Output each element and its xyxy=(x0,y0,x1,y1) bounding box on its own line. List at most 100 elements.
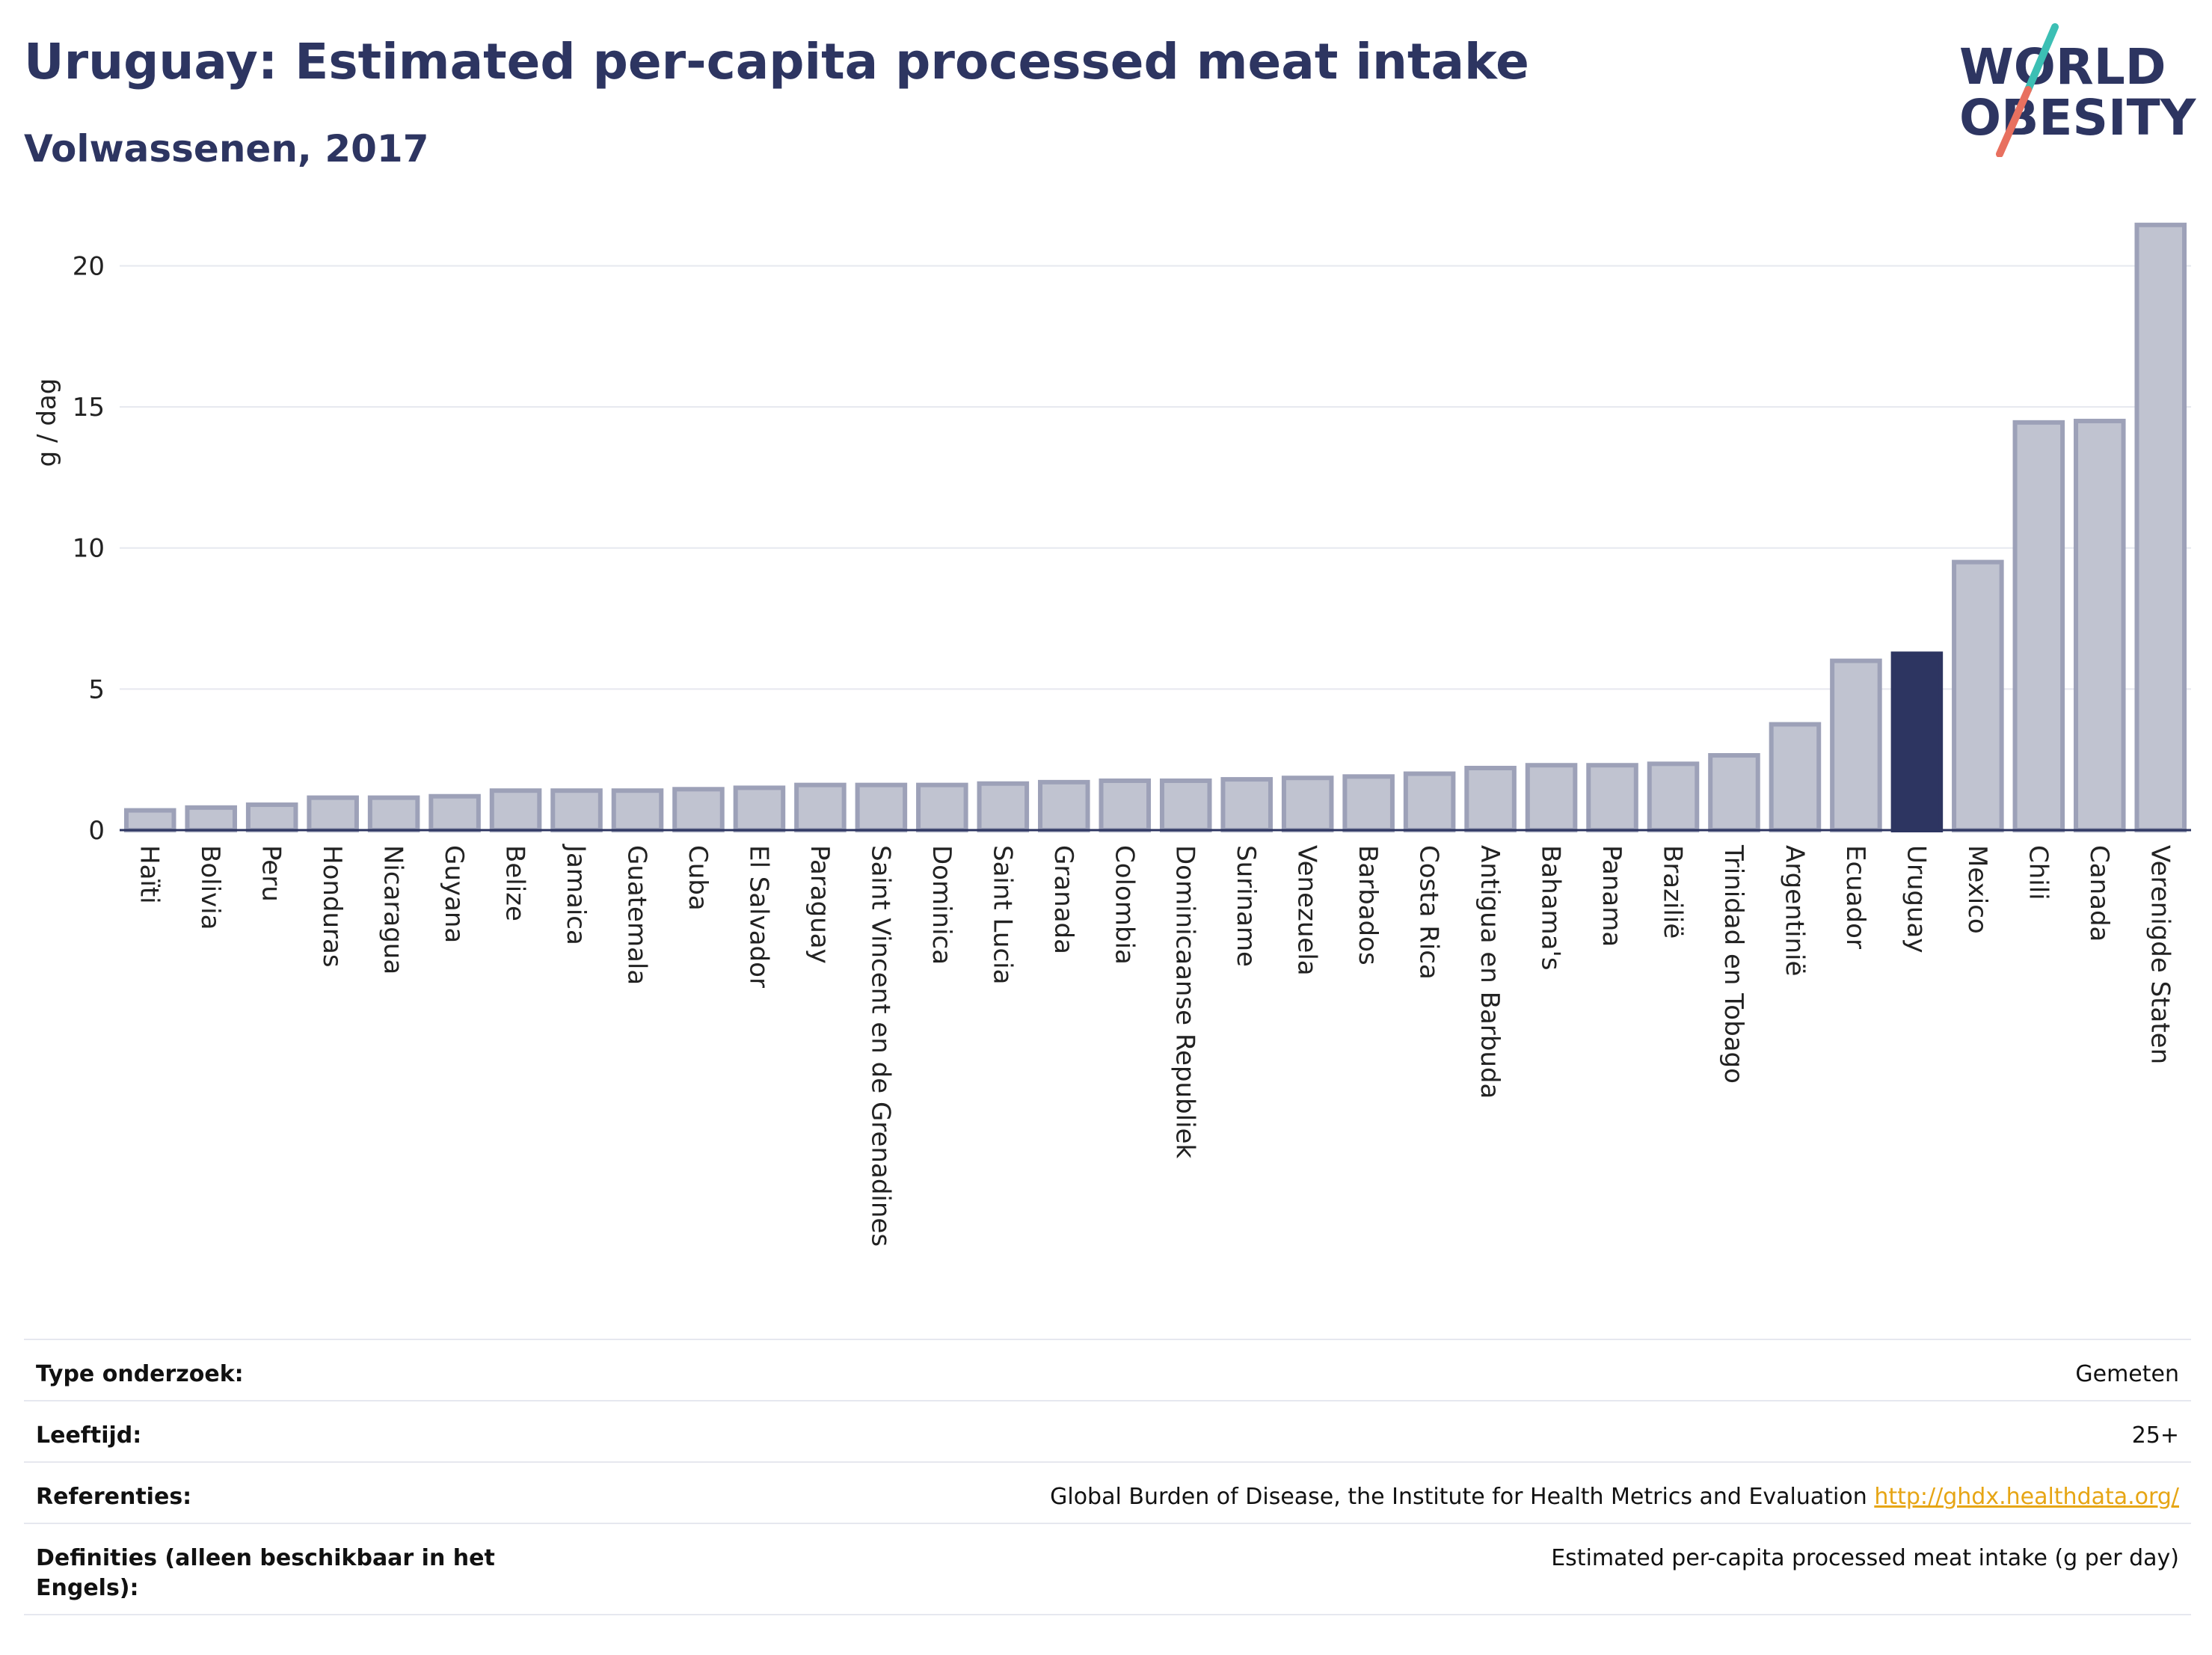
x-tick-label: Barbados xyxy=(1353,845,1383,965)
bar-argentini-[interactable] xyxy=(1769,722,1822,832)
y-tick-label: 15 xyxy=(73,393,105,423)
bar-cuba[interactable] xyxy=(672,787,725,833)
meta-label: Leeftijd: xyxy=(36,1422,142,1449)
meta-row-survey-type: Type onderzoek: Gemeten xyxy=(24,1339,2191,1400)
bar-chili[interactable] xyxy=(2012,420,2065,833)
y-tick-label: 20 xyxy=(73,251,105,281)
bar-uruguay[interactable] xyxy=(1890,651,1944,832)
x-tick-label: Granada xyxy=(1048,845,1078,954)
x-tick-label: Peru xyxy=(256,845,286,902)
bar-guatemala[interactable] xyxy=(611,788,664,833)
x-tick-label: Saint Lucia xyxy=(987,845,1017,984)
bar-costa-rica[interactable] xyxy=(1403,771,1456,833)
bar-ecuador[interactable] xyxy=(1830,658,1882,832)
x-tick-label: Jamaica xyxy=(561,844,591,945)
bar-venezuela[interactable] xyxy=(1281,776,1334,832)
x-tick-label: Honduras xyxy=(317,845,347,968)
y-axis-ticks: 0 5 10 15 20 xyxy=(73,251,105,846)
x-tick-label: Guatemala xyxy=(622,845,652,985)
x-tick-label: Belize xyxy=(500,845,530,921)
bar-ha-ti[interactable] xyxy=(123,808,176,832)
bar-brazili-[interactable] xyxy=(1647,761,1700,832)
y-axis-title: g / dag xyxy=(32,378,62,467)
meta-row-references: Referenties: Global Burden of Disease, t… xyxy=(24,1461,2191,1523)
logo-line-2: OBESITY xyxy=(1959,89,2197,147)
bar-dominicaanse-republiek[interactable] xyxy=(1159,778,1212,833)
x-tick-label: El Salvador xyxy=(743,845,773,988)
meta-value: Estimated per-capita processed meat inta… xyxy=(1551,1545,2179,1571)
x-tick-label: Trinidad en Tobago xyxy=(1718,844,1748,1084)
page-subtitle: Volwassenen, 2017 xyxy=(24,127,429,171)
bar-panama[interactable] xyxy=(1586,763,1638,833)
x-tick-label: Brazilië xyxy=(1658,845,1688,939)
page-title: Uruguay: Estimated per-capita processed … xyxy=(24,33,1529,90)
x-tick-label: Argentinië xyxy=(1779,845,1809,976)
bar-colombia[interactable] xyxy=(1099,778,1152,833)
grid-lines xyxy=(120,265,2191,690)
meta-label: Type onderzoek: xyxy=(36,1361,244,1387)
bar-peru[interactable] xyxy=(245,802,298,833)
bar-nicaragua[interactable] xyxy=(367,795,420,833)
bar-saint-vincent-en-de-grenadines[interactable] xyxy=(855,782,908,832)
x-tick-label: Cuba xyxy=(683,845,713,911)
x-tick-label: Suriname xyxy=(1231,845,1261,967)
meta-label: Definities (alleen beschikbaar in het En… xyxy=(36,1545,495,1601)
x-tick-label: Antigua en Barbuda xyxy=(1475,845,1505,1099)
meta-label: Referenties: xyxy=(36,1484,192,1510)
x-tick-label: Venezuela xyxy=(1292,845,1322,976)
x-tick-label: Bahama's xyxy=(1536,845,1566,971)
bar-trinidad-en-tobago[interactable] xyxy=(1708,753,1760,832)
x-tick-label: Mexico xyxy=(1962,845,1992,934)
x-tick-label: Canada xyxy=(2084,845,2114,942)
bar-guyana[interactable] xyxy=(428,793,481,833)
y-tick-label: 10 xyxy=(73,534,105,564)
bar-paraguay[interactable] xyxy=(794,782,847,832)
logo-slash-teal xyxy=(2024,23,2059,93)
y-tick-label: 5 xyxy=(88,675,105,704)
x-tick-label: Verenigde Staten xyxy=(2145,845,2175,1064)
meta-row-age: Leeftijd: 25+ xyxy=(24,1400,2191,1461)
bar-mexico[interactable] xyxy=(1952,559,2004,832)
bar-saint-lucia[interactable] xyxy=(977,781,1030,832)
meta-value: 25+ xyxy=(2131,1422,2179,1449)
bar-bahama-s[interactable] xyxy=(1525,763,1578,833)
bar-antigua-en-barbuda[interactable] xyxy=(1464,766,1517,832)
bar-suriname[interactable] xyxy=(1220,777,1273,832)
world-obesity-logo[interactable]: WORLD OBESITY xyxy=(1944,22,2199,157)
x-tick-label: Guyana xyxy=(439,845,469,943)
x-tick-label: Costa Rica xyxy=(1414,845,1444,980)
bar-verenigde-staten[interactable] xyxy=(2134,222,2187,832)
bar-chart: 0 5 10 15 20 Haïti Bolivia Peru Honduras Nicarag… xyxy=(32,222,2191,1247)
x-tick-label: Ecuador xyxy=(1840,845,1870,949)
reference-link[interactable]: http://ghdx.healthdata.org/ xyxy=(1874,1484,2179,1510)
bar-jamaica[interactable] xyxy=(550,788,603,833)
x-tick-label: Uruguay xyxy=(1901,845,1931,954)
bar-barbados[interactable] xyxy=(1342,774,1395,832)
bar-bolivia[interactable] xyxy=(185,805,237,832)
bar-el-salvador[interactable] xyxy=(733,785,786,833)
x-tick-label: Paraguay xyxy=(805,845,835,964)
x-tick-label: Dominica xyxy=(927,845,956,965)
bar-dominica[interactable] xyxy=(916,782,968,832)
metadata-table: Type onderzoek: Gemeten Leeftijd: 25+ Re… xyxy=(24,1339,2191,1615)
x-tick-label: Panama xyxy=(1597,845,1626,947)
x-axis-ticks: Haïti Bolivia Peru Honduras Nicaragua Guyana B… xyxy=(135,844,2175,1247)
x-tick-label: Bolivia xyxy=(195,845,225,930)
logo-line-1: WORLD xyxy=(1959,38,2166,96)
reference-text: Global Burden of Disease, the Institute … xyxy=(1050,1484,1867,1510)
meta-value: Global Burden of Disease, the Institute … xyxy=(1050,1482,2179,1512)
x-tick-label: Dominicaanse Republiek xyxy=(1170,845,1200,1158)
bar-granada[interactable] xyxy=(1038,779,1090,833)
meta-value: Gemeten xyxy=(2075,1361,2179,1387)
y-tick-label: 0 xyxy=(88,816,105,846)
meta-row-definitions: Definities (alleen beschikbaar in het En… xyxy=(24,1523,2191,1615)
bars xyxy=(123,222,2187,833)
x-tick-label: Nicaragua xyxy=(378,845,408,974)
bar-honduras[interactable] xyxy=(307,795,359,833)
x-tick-label: Chili xyxy=(2023,845,2053,900)
x-tick-label: Saint Vincent en de Grenadines xyxy=(865,845,895,1247)
x-tick-label: Haïti xyxy=(135,845,165,904)
logo-slash-coral xyxy=(1996,86,2032,157)
bar-belize[interactable] xyxy=(489,788,542,833)
bar-canada[interactable] xyxy=(2074,418,2126,833)
